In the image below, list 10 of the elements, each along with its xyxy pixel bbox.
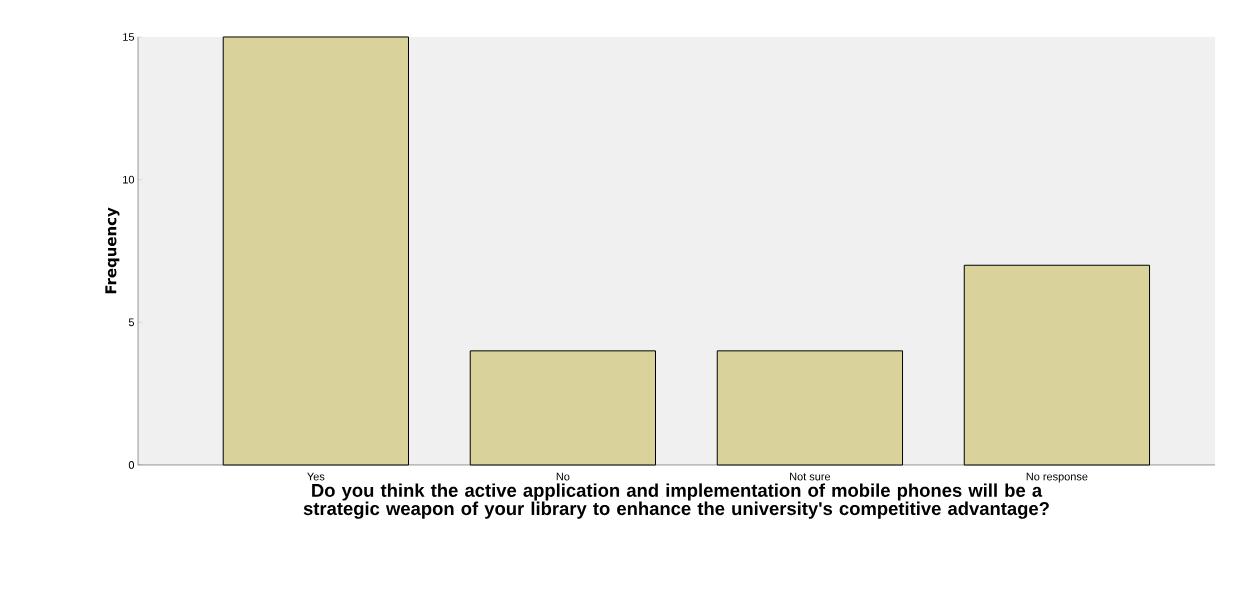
y-tick-label: 15: [123, 33, 135, 41]
y-tick-label: 5: [128, 318, 135, 327]
y-tick-label: 10: [123, 175, 135, 184]
x-tick-label: Not sure: [790, 472, 831, 481]
x-tick-label: Yes: [307, 472, 325, 481]
y-axis-title: Frequency: [105, 207, 120, 294]
x-axis-title: Do you think the active application and implementation of mobile phones will be a strategic weapon of your library to enhance the university's competitive advantage?: [303, 483, 1049, 519]
x-tick-label: No response: [1026, 472, 1088, 483]
x-tick-label: No: [556, 472, 570, 481]
y-tick-label: 0: [128, 461, 135, 469]
